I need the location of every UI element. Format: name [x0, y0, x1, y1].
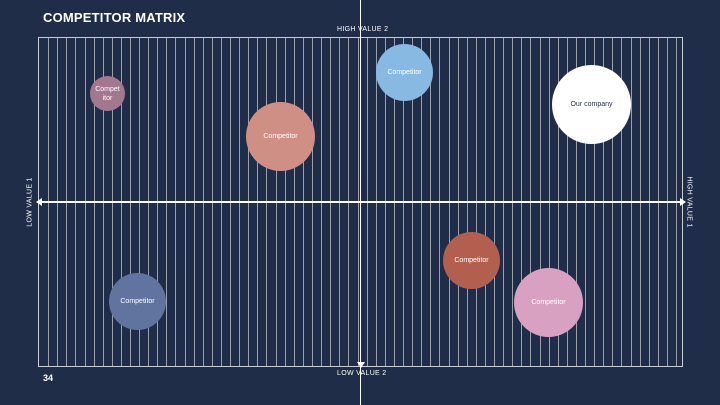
competitor-bubble: Compet itor	[90, 76, 125, 111]
slide-title: COMPETITOR MATRIX	[43, 10, 186, 25]
page-number: 34	[43, 373, 54, 383]
axis-label-low-value-1: LOW VALUE 1	[26, 177, 34, 227]
axis-label-high-value-1: HIGH VALUE 1	[685, 176, 693, 228]
axis-label-high-value-2: HIGH VALUE 2	[337, 26, 389, 33]
competitor-bubble: Competitor	[246, 102, 315, 171]
arrow-down-icon	[357, 362, 365, 368]
horizontal-axis	[38, 201, 683, 203]
arrow-right-icon	[680, 198, 686, 206]
arrow-left-icon	[36, 198, 42, 206]
competitor-bubble: Competitor	[376, 44, 433, 101]
our-company-bubble: Our company	[552, 65, 631, 144]
competitor-bubble: Competitor	[514, 268, 583, 337]
competitor-bubble: Competitor	[443, 232, 500, 289]
axis-label-low-value-2: LOW VALUE 2	[337, 370, 387, 377]
competitor-bubble: Competitor	[109, 273, 166, 330]
